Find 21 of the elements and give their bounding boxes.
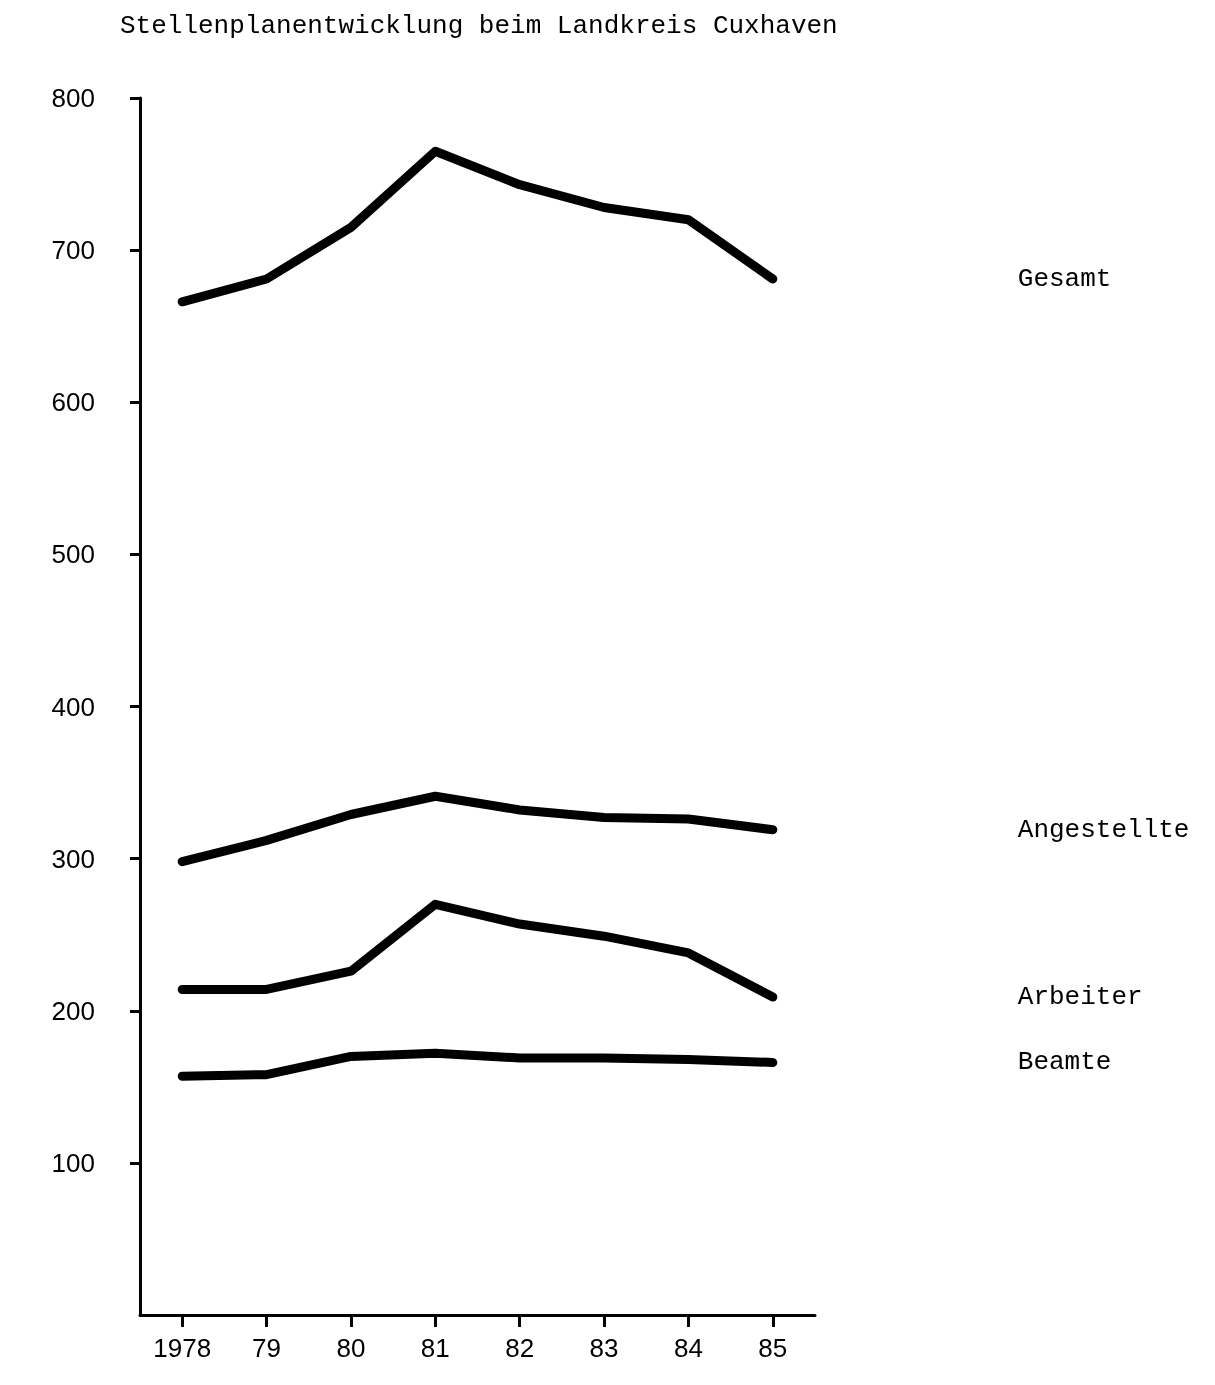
y-tick-label: 500 bbox=[51, 539, 95, 570]
x-tick-label: 83 bbox=[589, 1333, 619, 1363]
y-tick-label: 200 bbox=[51, 995, 95, 1026]
text: Arbeiter bbox=[1017, 982, 1143, 1013]
text: Beamte bbox=[1017, 1047, 1112, 1078]
x-tick-label: 1978 bbox=[153, 1333, 212, 1363]
x-tick-label: 85 bbox=[758, 1333, 788, 1363]
x-tick-label: 82 bbox=[505, 1333, 535, 1363]
text: Angestellte bbox=[1017, 814, 1190, 845]
text: Gesamt bbox=[1017, 264, 1112, 295]
y-tick-label: 100 bbox=[51, 1147, 95, 1178]
y-tick-label: 600 bbox=[51, 387, 95, 418]
y-tick-label: 800 bbox=[51, 83, 95, 113]
x-tick-label: 84 bbox=[673, 1333, 703, 1363]
y-tick-label: 300 bbox=[51, 843, 95, 874]
x-tick-label: 81 bbox=[420, 1333, 450, 1363]
chart-title: Stellenplanentwicklung beim Landkreis Cuxhaven bbox=[120, 11, 838, 41]
x-tick-label: 80 bbox=[336, 1333, 366, 1363]
y-tick-label: 700 bbox=[51, 235, 95, 266]
y-tick-label: 400 bbox=[51, 691, 95, 722]
x-tick-label: 79 bbox=[252, 1333, 282, 1363]
